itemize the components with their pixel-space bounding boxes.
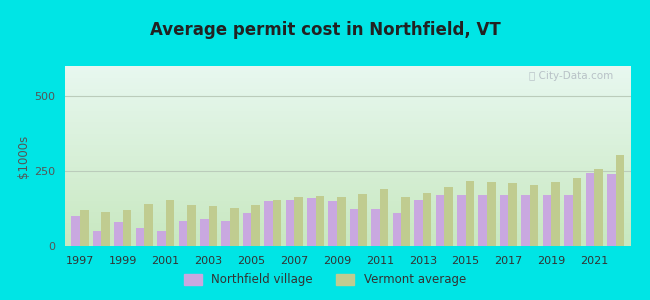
Bar xyxy=(500,195,508,246)
Bar xyxy=(294,197,303,246)
Bar xyxy=(157,231,166,246)
Text: Average permit cost in Northfield, VT: Average permit cost in Northfield, VT xyxy=(150,21,500,39)
Bar xyxy=(264,201,273,246)
Bar xyxy=(273,200,281,246)
Bar xyxy=(80,210,88,246)
Bar xyxy=(607,174,616,246)
Bar xyxy=(564,195,573,246)
Bar xyxy=(328,201,337,246)
Bar xyxy=(487,182,495,246)
Bar xyxy=(144,204,153,246)
Bar xyxy=(465,181,474,246)
Text: Ⓡ City-Data.com: Ⓡ City-Data.com xyxy=(529,71,614,81)
Bar xyxy=(414,200,422,246)
Bar xyxy=(209,206,217,246)
Bar xyxy=(307,198,316,246)
Bar xyxy=(337,197,346,246)
Bar xyxy=(393,213,401,246)
Bar xyxy=(594,169,603,246)
Bar xyxy=(285,200,294,246)
Bar xyxy=(101,212,110,246)
Bar xyxy=(521,195,530,246)
Bar xyxy=(350,208,358,246)
Bar xyxy=(380,189,389,246)
Bar xyxy=(72,216,80,246)
Bar xyxy=(136,228,144,246)
Bar xyxy=(586,172,594,246)
Bar xyxy=(93,231,101,246)
Bar xyxy=(436,195,444,246)
Bar xyxy=(252,205,260,246)
Bar xyxy=(422,193,432,246)
Legend: Northfield village, Vermont average: Northfield village, Vermont average xyxy=(179,269,471,291)
Bar xyxy=(316,196,324,246)
Bar xyxy=(508,183,517,246)
Bar xyxy=(551,182,560,246)
Bar xyxy=(401,197,410,246)
Bar xyxy=(358,194,367,246)
Bar xyxy=(573,178,581,246)
Bar xyxy=(530,184,538,246)
Bar xyxy=(616,155,624,246)
Bar xyxy=(166,200,174,246)
Bar xyxy=(187,205,196,246)
Bar xyxy=(371,208,380,246)
Bar xyxy=(200,219,209,246)
Bar xyxy=(222,220,230,246)
Y-axis label: $1000s: $1000s xyxy=(17,134,30,178)
Bar xyxy=(543,195,551,246)
Bar xyxy=(457,195,465,246)
Bar xyxy=(444,187,452,246)
Bar xyxy=(243,213,252,246)
Bar xyxy=(230,208,239,246)
Bar xyxy=(114,222,123,246)
Bar xyxy=(478,195,487,246)
Bar xyxy=(123,210,131,246)
Bar xyxy=(179,220,187,246)
